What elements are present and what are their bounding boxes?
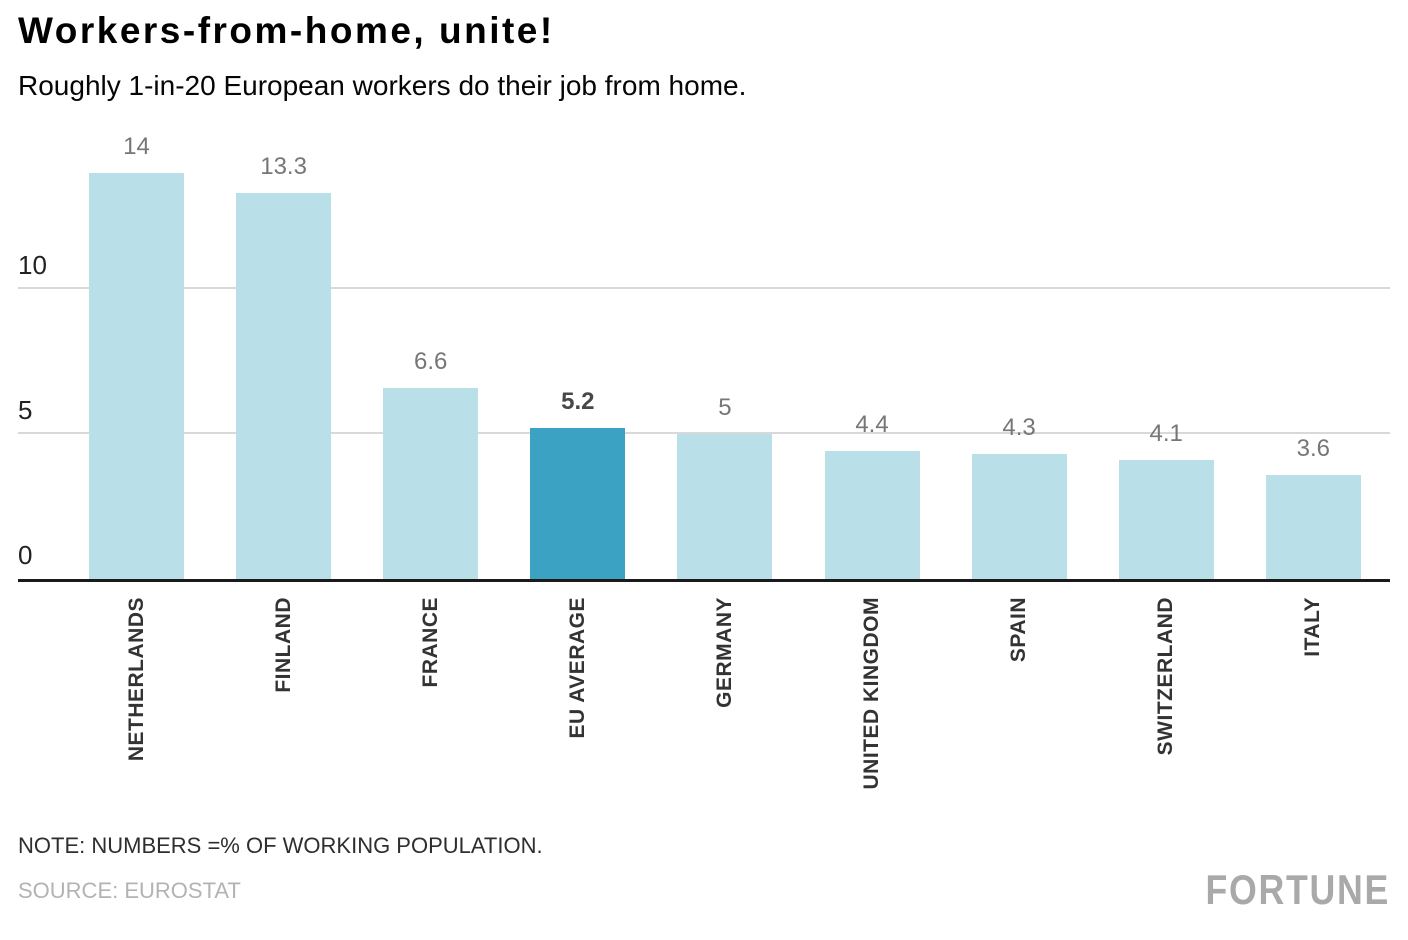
value-label-switzerland: 4.1 [1149,420,1183,448]
value-label-netherlands: 14 [123,133,150,160]
gridline-y5 [18,432,1390,434]
value-label-france: 6.6 [414,347,448,375]
bar-italy [1265,474,1361,579]
source-text: SOURCE: EUROSTAT [18,878,241,903]
bar-germany [677,434,773,579]
bar-spain [971,454,1067,579]
value-label-finland: 13.3 [260,153,307,181]
y-axis-tick-10: 10 [18,250,47,280]
chart-subtitle: Roughly 1-in-20 European workers do thei… [18,70,747,101]
x-axis-label-finland: FINLAND [271,597,295,693]
note-text: NOTE: NUMBERS =% OF WORKING POPULATION. [18,833,543,858]
y-axis-tick-0: 0 [18,540,33,570]
bar-finland [236,193,332,579]
value-label-eu-average: 5.2 [561,388,595,416]
y-axis-tick-5: 5 [18,395,33,425]
x-axis-label-eu-average: EU AVERAGE [565,597,589,739]
x-axis-label-switzerland: SWITZERLAND [1154,597,1178,756]
value-label-spain: 4.3 [1002,414,1036,442]
x-axis-label-spain: SPAIN [1007,597,1031,663]
value-label-germany: 5 [718,394,732,421]
bar-france [383,387,479,579]
value-label-united-kingdom: 4.4 [855,411,889,439]
x-axis-label-italy: ITALY [1301,597,1325,657]
value-label-italy: 3.6 [1296,434,1330,462]
fortune-logo: FORTUNE [1205,866,1390,913]
bar-netherlands [89,173,184,579]
gridline-y10 [18,287,1390,289]
bar-switzerland [1118,460,1214,579]
x-axis-label-germany: GERMANY [712,597,736,708]
plot-area: 0 5 10 14 13.3 6.6 5.2 5 4.4 4.3 4.1 3.6 [18,0,1390,582]
x-axis-label-france: FRANCE [418,597,442,688]
chart-title: Workers-from-home, unite! [18,10,555,51]
bar-united-kingdom [824,451,920,579]
bar-eu-average [530,428,626,579]
x-axis-label-united-kingdom: UNITED KINGDOM [860,597,883,790]
x-axis-label-netherlands: NETHERLANDS [124,597,148,762]
